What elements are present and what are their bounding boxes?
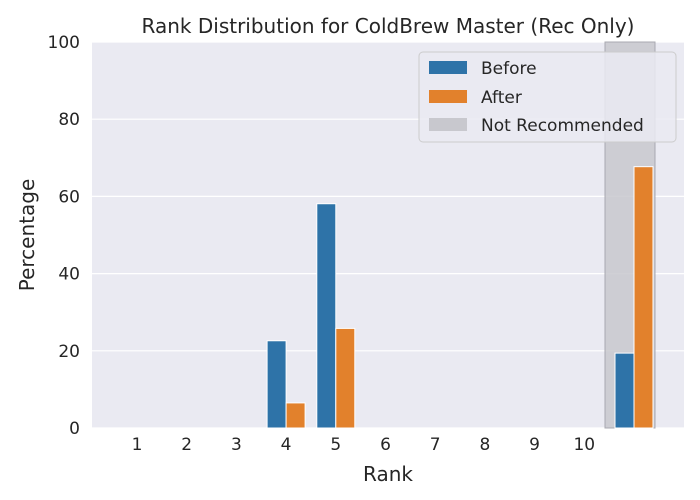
y-tick-label: 40 <box>58 265 80 285</box>
x-tick-label: 4 <box>281 435 292 455</box>
legend-swatch-after <box>429 90 467 103</box>
bar-before-4 <box>266 340 287 429</box>
x-axis-label: Rank <box>363 462 413 486</box>
bar-before-not-recommended <box>614 352 635 429</box>
chart-title: Rank Distribution for ColdBrew Master (R… <box>142 14 635 38</box>
x-axis-ticks: 1 2 3 4 5 6 7 8 9 10 <box>132 435 596 455</box>
x-tick-label: 1 <box>132 435 143 455</box>
y-axis-ticks: 0 20 40 60 80 100 <box>48 33 80 439</box>
bar-before-5 <box>316 203 337 429</box>
legend: Before After Not Recommended <box>418 51 677 143</box>
x-tick-label: 10 <box>573 435 595 455</box>
x-tick-label: 3 <box>231 435 242 455</box>
legend-swatch-before <box>429 61 467 74</box>
x-tick-label: 2 <box>181 435 192 455</box>
y-tick-label: 60 <box>58 187 80 207</box>
y-axis-label: Percentage <box>15 179 39 292</box>
y-tick-label: 100 <box>48 33 80 53</box>
legend-label-before: Before <box>481 59 537 79</box>
grid <box>92 41 684 429</box>
y-tick-label: 0 <box>69 419 80 439</box>
legend-label-not-recommended: Not Recommended <box>481 116 644 136</box>
legend-label-after: After <box>481 88 522 108</box>
x-tick-label: 6 <box>380 435 391 455</box>
legend-swatch-not-recommended <box>429 118 467 131</box>
x-tick-label: 8 <box>479 435 490 455</box>
bar-after-not-recommended <box>633 166 654 429</box>
bars <box>266 166 654 429</box>
y-tick-label: 80 <box>58 110 80 130</box>
legend-box <box>418 51 677 143</box>
bar-after-5 <box>335 327 356 429</box>
x-tick-label: 9 <box>529 435 540 455</box>
y-tick-label: 20 <box>58 342 80 362</box>
x-tick-label: 7 <box>430 435 441 455</box>
bar-after-4 <box>285 402 306 429</box>
x-tick-label: 5 <box>330 435 341 455</box>
